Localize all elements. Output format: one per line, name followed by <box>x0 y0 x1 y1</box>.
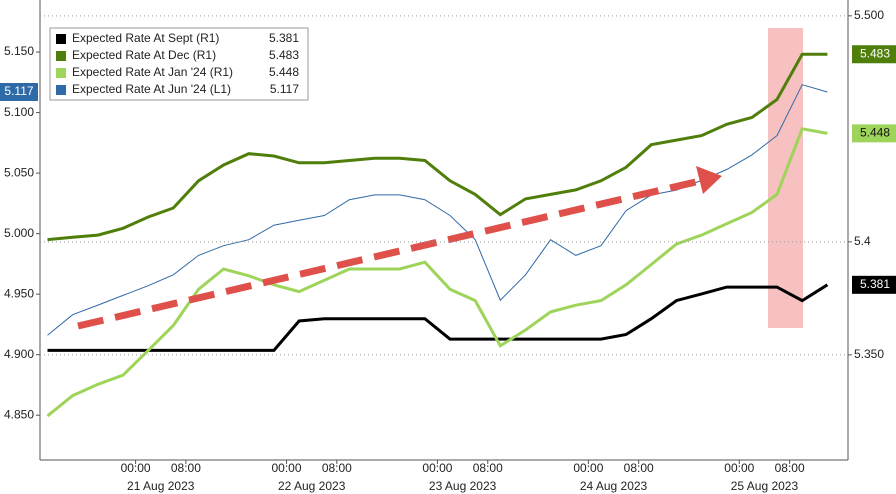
legend-value: 5.448 <box>269 65 299 79</box>
legend-swatch <box>56 34 66 44</box>
x-tick-label: 08:00 <box>171 461 201 475</box>
x-tick-label: 08:00 <box>624 461 654 475</box>
value-tag <box>852 124 896 143</box>
y-tick-label: 5.150 <box>4 44 34 58</box>
legend-value: 5.117 <box>270 82 299 96</box>
legend-label: Expected Rate At Jun '24 (L1) <box>72 82 231 96</box>
y2-tick-label: 5.350 <box>854 347 884 361</box>
legend-label: Expected Rate At Jan '24 (R1) <box>72 65 233 79</box>
x-date-label: 23 Aug 2023 <box>429 479 497 493</box>
value-tag-label: 5.483 <box>860 46 890 60</box>
x-tick-label: 08:00 <box>775 461 805 475</box>
x-tick-label: 00:00 <box>121 461 151 475</box>
series-line <box>47 52 828 242</box>
legend-value: 5.483 <box>269 48 299 62</box>
legend-swatch <box>56 68 66 78</box>
legend-value: 5.381 <box>269 31 299 45</box>
x-date-label: 25 Aug 2023 <box>731 479 799 493</box>
trend-arrow <box>77 177 701 330</box>
x-tick-label: 00:00 <box>422 461 452 475</box>
y-tick-label: 5.100 <box>4 105 34 119</box>
legend-swatch <box>56 51 66 61</box>
value-tag <box>852 45 896 64</box>
plot <box>46 52 829 418</box>
x-tick-label: 00:00 <box>573 461 603 475</box>
x-date-label: 22 Aug 2023 <box>278 479 346 493</box>
y-tick-label: 5.000 <box>4 226 34 240</box>
series-line <box>46 127 828 418</box>
x-tick-label: 08:00 <box>322 461 352 475</box>
value-tag <box>852 275 896 294</box>
legend-label: Expected Rate At Dec (R1) <box>72 48 216 62</box>
x-date-label: 21 Aug 2023 <box>127 479 195 493</box>
series-line <box>47 84 828 336</box>
value-tag <box>0 83 38 101</box>
x-tick-label: 00:00 <box>272 461 302 475</box>
trend-arrow-head <box>696 166 722 194</box>
y-tick-label: 4.900 <box>4 347 34 361</box>
legend: Expected Rate At Sept (R1) 5.381 Expected … <box>49 27 309 101</box>
legend-label: Expected Rate At Sept (R1) <box>72 31 219 45</box>
value-tag-label: 5.117 <box>4 84 33 98</box>
x-date-label: 24 Aug 2023 <box>580 479 648 493</box>
y-tick-label: 4.850 <box>4 407 34 421</box>
legend-swatch <box>56 85 66 95</box>
y-tick-label: 4.950 <box>4 286 34 300</box>
value-tag-label: 5.448 <box>860 126 890 140</box>
highlight-box <box>768 28 803 328</box>
x-tick-label: 08:00 <box>473 461 503 475</box>
y-tick-label: 5.050 <box>4 165 34 179</box>
value-tag-label: 5.381 <box>860 277 890 291</box>
y2-tick-label: 5.4 <box>854 234 871 248</box>
y2-tick-label: 5.500 <box>854 8 884 22</box>
legend-box <box>49 27 309 101</box>
series-line <box>47 283 829 352</box>
x-tick-label: 00:00 <box>724 461 754 475</box>
